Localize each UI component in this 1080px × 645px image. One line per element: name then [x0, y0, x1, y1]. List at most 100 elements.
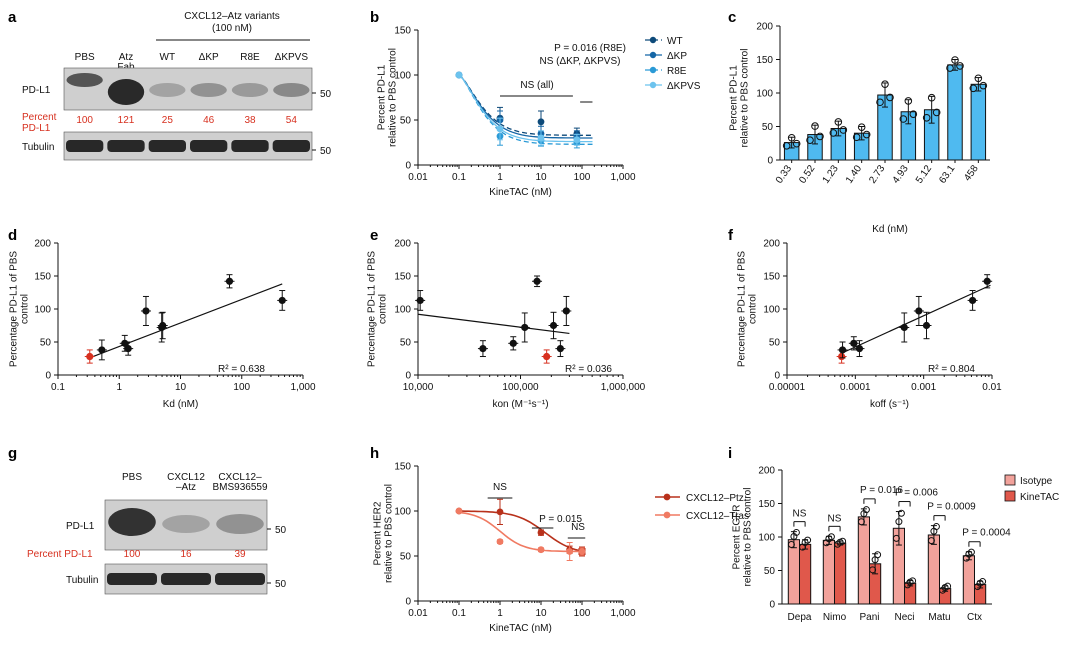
replicate-point	[967, 548, 975, 556]
y-tick-label: 0	[769, 600, 775, 611]
replicate-point	[932, 108, 941, 117]
y-tick-label: 100	[394, 507, 411, 518]
blot-band-tubulin	[148, 140, 186, 152]
panel-label-a: a	[8, 9, 17, 26]
replicate-point	[876, 98, 884, 107]
x-tick-label: 1,000	[610, 172, 635, 183]
blot-row-label: Tubulin	[22, 142, 54, 153]
panel-label-b: b	[370, 9, 379, 26]
panel-label-d: d	[8, 227, 17, 244]
y-tick-label: 0	[774, 371, 780, 382]
y-tick-label: 200	[756, 22, 773, 33]
y-tick-label: 150	[394, 272, 411, 283]
x-tick-label: 1,000,000	[601, 382, 646, 393]
y-tick-label: 100	[34, 305, 51, 316]
blot-band-tubulin	[66, 140, 104, 152]
x-tick-label: 0.0001	[840, 382, 871, 393]
replicate-point	[922, 113, 931, 122]
panel-label-e: e	[370, 227, 378, 244]
x-tick-label: 1,000	[290, 382, 315, 393]
replicate-point	[932, 523, 940, 531]
replicate-point	[834, 118, 843, 126]
data-point-CXCL12–Tras	[455, 507, 463, 515]
x-tick-label: 100	[233, 382, 250, 393]
replicate-point	[951, 56, 959, 64]
blot-lane-label: CXCL12	[167, 472, 205, 483]
y-tick-label: 50	[764, 566, 776, 577]
data-point	[968, 296, 977, 305]
blot-lane-label: BMS936559	[212, 482, 267, 493]
replicate-point	[881, 80, 889, 88]
x-tick-label: 0.001	[911, 382, 936, 393]
blot-percent-value: 100	[76, 115, 93, 126]
x-tick-label: 10	[175, 382, 187, 393]
x-tick-label: 0.1	[452, 172, 466, 183]
regression-line	[839, 284, 991, 355]
y-tick-label: 0	[405, 371, 411, 382]
blot-percent-value: 16	[180, 549, 192, 560]
y-tick-label: 150	[763, 272, 780, 283]
p-value-annotation: NS (ΔKP, ΔKPVS)	[540, 56, 621, 67]
legend-swatch	[1004, 490, 1016, 502]
x-tick-label: 0.01	[982, 382, 1002, 393]
data-point-CXCL12–Tras	[578, 548, 586, 555]
legend-label: ΔKPVS	[667, 81, 701, 92]
chart-c: 0 50 100 150 200 Percent PD-L1 relative to PBS…	[729, 22, 990, 235]
y-tick-label: 150	[34, 272, 51, 283]
replicate-point	[956, 62, 964, 70]
replicate-point	[839, 126, 848, 134]
blot-lane-label: ΔKP	[199, 52, 219, 63]
blot-band-pdl1	[216, 514, 264, 534]
blot-percent-label: Percent PD-L1	[27, 549, 93, 560]
replicate-point	[852, 133, 861, 142]
data-point-CXCL12–Tras	[537, 546, 545, 554]
bar-KineTAC	[799, 543, 812, 605]
y-tick-label: 0	[405, 161, 411, 172]
data-point	[556, 345, 564, 353]
y-axis-label: Percentage PD-L1 of PBS	[9, 251, 20, 368]
replicate-point	[899, 115, 908, 123]
y-tick-label: 0	[45, 371, 51, 382]
ns-annotation: NS	[571, 522, 585, 533]
legend-swatch-marker	[663, 493, 671, 501]
replicate-point	[895, 518, 903, 526]
data-point	[922, 321, 931, 330]
x-tick-label: 63.1	[937, 163, 957, 186]
y-tick-label: 50	[400, 552, 412, 563]
data-point-ΔKPVS	[537, 134, 545, 142]
bar	[947, 64, 963, 161]
blot-band-tubulin	[107, 140, 145, 152]
y-tick-label: 100	[763, 305, 780, 316]
y-tick-label: 0	[767, 156, 773, 167]
x-tick-label: 2.73	[867, 163, 887, 186]
data-point-CXCL12–Ptz	[496, 508, 504, 516]
x-tick-label: 1,000	[610, 608, 635, 619]
x-tick-label: 100	[574, 608, 591, 619]
y-tick-label: 50	[40, 338, 52, 349]
blot-band-pdl1	[190, 83, 227, 97]
y-axis-label: Percent HER2	[373, 501, 384, 565]
data-point	[983, 277, 991, 285]
fit-curve-WT	[458, 74, 593, 136]
replicate-point	[892, 534, 900, 542]
y-tick-label: 200	[394, 239, 411, 250]
y-tick-label: 50	[762, 122, 774, 133]
y-tick-label: 150	[758, 499, 775, 510]
data-point	[521, 323, 529, 332]
y-tick-label: 150	[394, 462, 411, 473]
legend-swatch	[1004, 474, 1016, 486]
x-tick-label: 1	[116, 382, 122, 393]
chart-b: 0 50 100 150 0.01 0.1 1 10 100 1,000 Percent PD-L1…	[377, 26, 701, 199]
replicate-point	[909, 577, 917, 585]
data-point	[225, 277, 234, 285]
panel-label-c: c	[728, 9, 736, 26]
x-tick-label: 10	[535, 172, 547, 183]
replicate-point	[927, 93, 936, 102]
x-tick-label: Matu	[928, 612, 950, 623]
bracket-annotation: NS	[828, 513, 842, 524]
replicate-point	[829, 129, 838, 137]
blot-band-pdl1	[149, 83, 186, 97]
legend-swatch-marker	[649, 66, 657, 74]
replicate-point	[839, 537, 847, 545]
y-axis-label: Percentage PD-L1 of PBS	[737, 251, 748, 368]
